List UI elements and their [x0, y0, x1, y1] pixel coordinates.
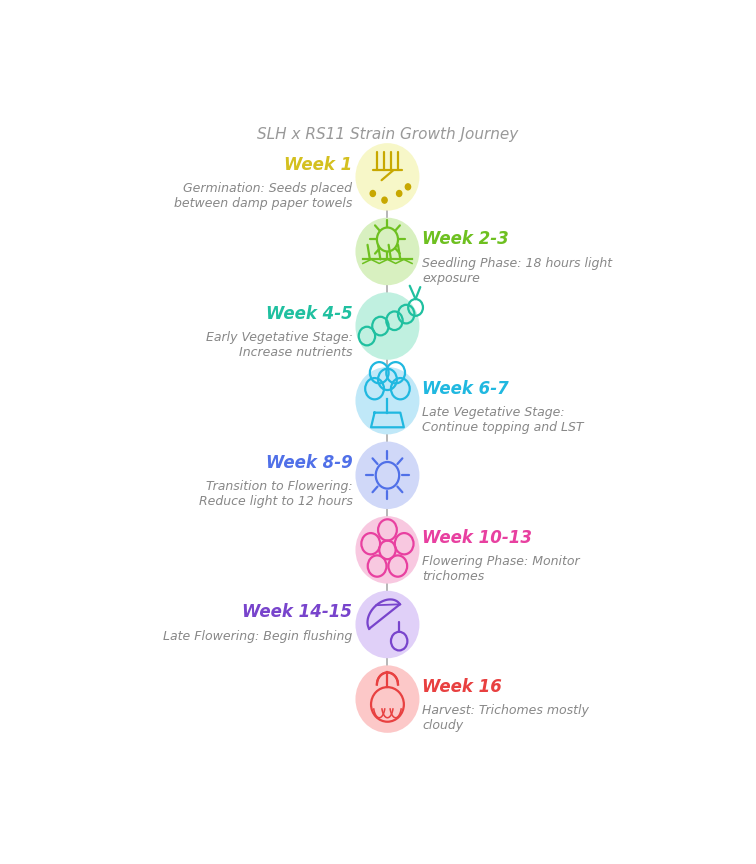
Circle shape [382, 197, 387, 203]
Ellipse shape [355, 516, 420, 583]
Text: Week 10-13: Week 10-13 [423, 529, 532, 547]
Text: Week 4-5: Week 4-5 [265, 305, 352, 323]
Text: Seedling Phase: 18 hours light
exposure: Seedling Phase: 18 hours light exposure [423, 257, 612, 284]
Text: Week 14-15: Week 14-15 [243, 603, 352, 621]
Text: Week 8-9: Week 8-9 [265, 454, 352, 473]
Ellipse shape [355, 143, 420, 211]
Circle shape [397, 190, 401, 196]
Text: Harvest: Trichomes mostly
cloudy: Harvest: Trichomes mostly cloudy [423, 704, 590, 733]
Text: Late Vegetative Stage:
Continue topping and LST: Late Vegetative Stage: Continue topping … [423, 406, 584, 434]
Text: Flowering Phase: Monitor
trichomes: Flowering Phase: Monitor trichomes [423, 555, 580, 583]
Text: SLH x RS11 Strain Growth Journey: SLH x RS11 Strain Growth Journey [257, 127, 518, 142]
Circle shape [405, 184, 411, 190]
Text: Week 6-7: Week 6-7 [423, 379, 510, 397]
Ellipse shape [355, 665, 420, 733]
Text: Early Vegetative Stage:
Increase nutrients: Early Vegetative Stage: Increase nutrien… [206, 331, 352, 359]
Ellipse shape [355, 292, 420, 359]
Ellipse shape [355, 367, 420, 435]
Ellipse shape [355, 591, 420, 658]
Text: Week 16: Week 16 [423, 678, 502, 696]
Circle shape [370, 190, 376, 196]
Ellipse shape [355, 218, 420, 285]
Text: Germination: Seeds placed
between damp paper towels: Germination: Seeds placed between damp p… [174, 182, 352, 210]
Text: Late Flowering: Begin flushing: Late Flowering: Begin flushing [163, 630, 352, 643]
Text: Transition to Flowering:
Reduce light to 12 hours: Transition to Flowering: Reduce light to… [199, 480, 352, 509]
Text: Week 2-3: Week 2-3 [423, 231, 510, 248]
Ellipse shape [355, 442, 420, 509]
Text: Week 1: Week 1 [284, 156, 352, 174]
